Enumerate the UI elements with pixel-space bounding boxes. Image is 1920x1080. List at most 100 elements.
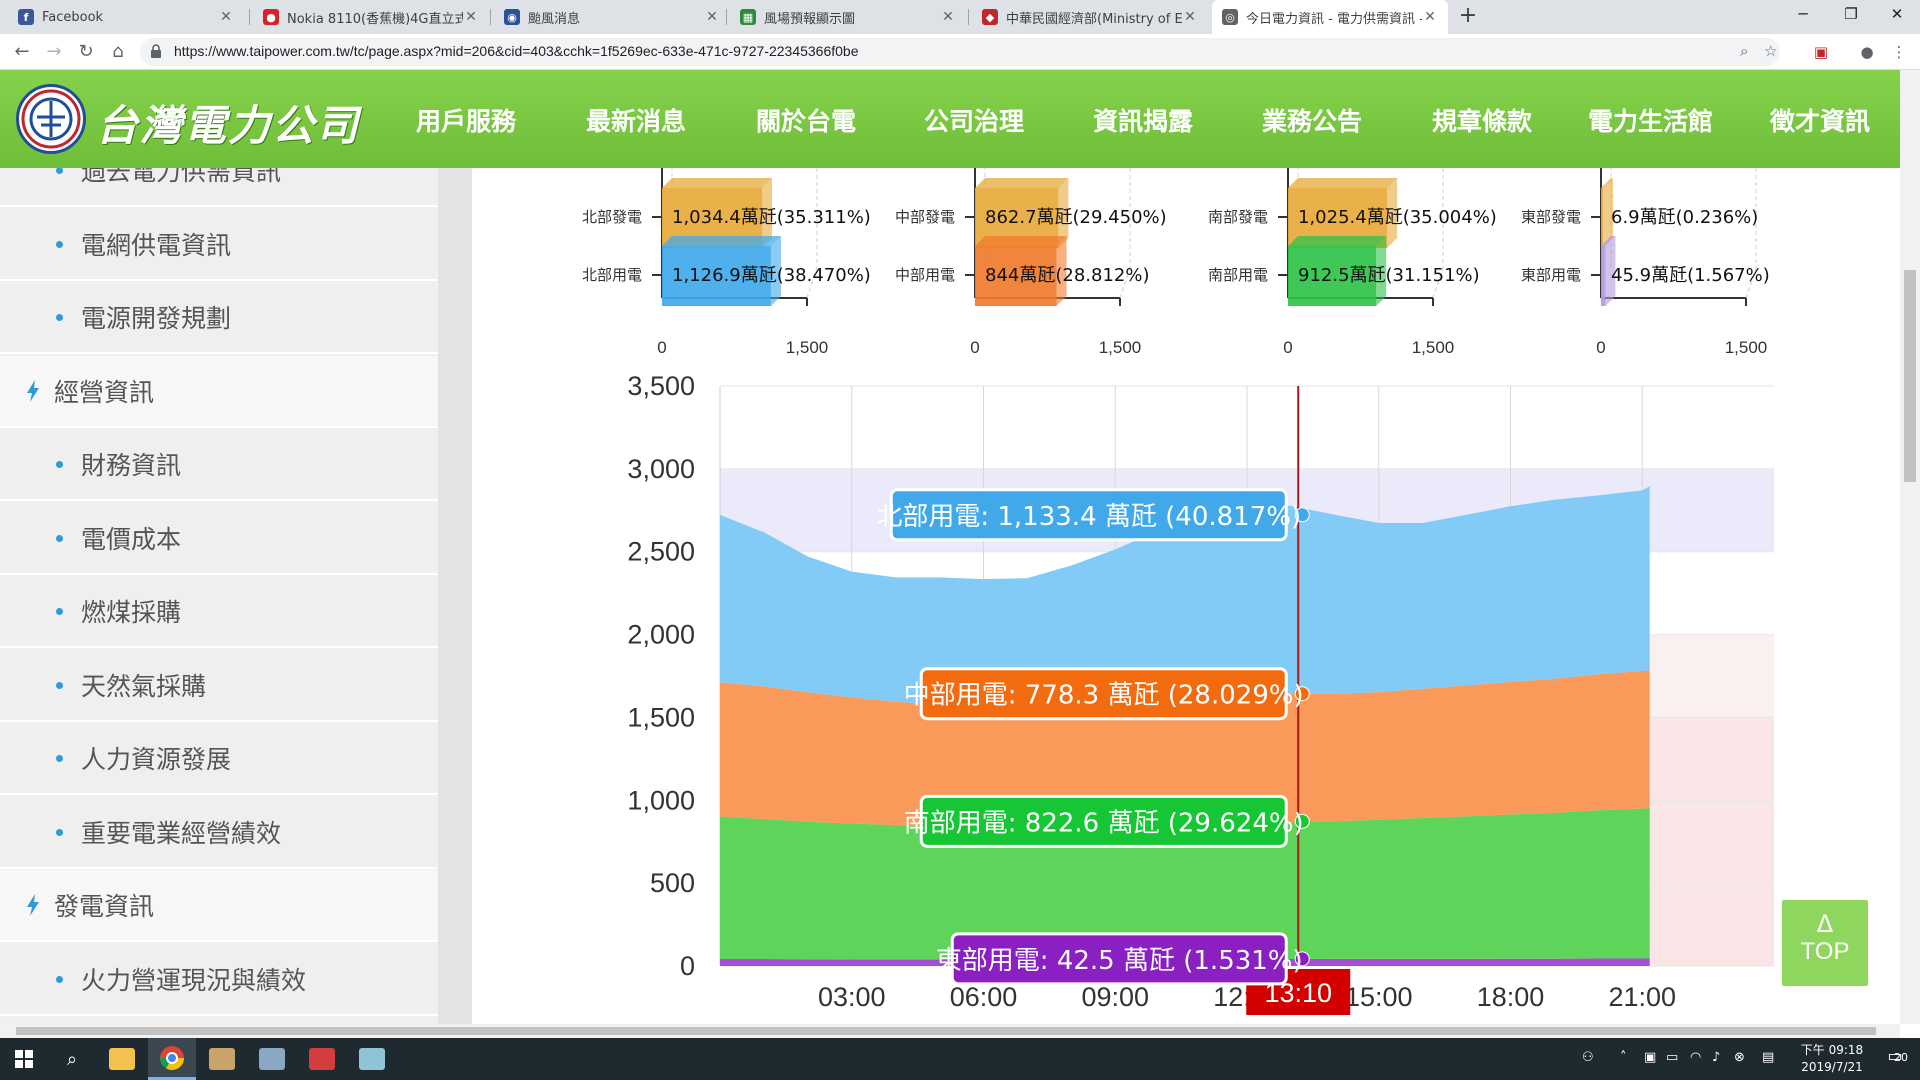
- nav-item-5[interactable]: 資訊揭露: [1093, 107, 1194, 136]
- new-tab-button[interactable]: +: [1458, 3, 1478, 28]
- close-tab-icon[interactable]: ✕: [1424, 9, 1436, 25]
- bar-top-face: [975, 236, 1067, 246]
- url-text[interactable]: https://www.taipower.com.tw/tc/page.aspx…: [174, 43, 859, 59]
- back-icon[interactable]: ←: [14, 41, 30, 62]
- sidebar-item[interactable]: 電源開發規劃: [0, 282, 438, 354]
- bar-side-face: [761, 178, 772, 248]
- people-icon[interactable]: ⚇: [1582, 1050, 1594, 1065]
- sidebar-item[interactable]: 天然氣採購: [0, 650, 438, 722]
- sidebar-rail: [438, 168, 472, 1024]
- clock-date: 2019/7/21: [1801, 1060, 1863, 1074]
- profile-avatar-icon[interactable]: ●: [1860, 43, 1874, 61]
- bar-side-face: [1605, 236, 1616, 306]
- battery-icon[interactable]: ▭: [1666, 1050, 1679, 1065]
- nav-item-3[interactable]: 關於台電: [756, 107, 857, 136]
- app-taskbar-button[interactable]: [198, 1038, 246, 1080]
- tab-3[interactable]: ◉ 颱風消息 ✕: [494, 0, 730, 34]
- search-taskbar-button[interactable]: ⌕: [48, 1038, 96, 1080]
- nav-item-9[interactable]: 徵才資訊: [1770, 107, 1871, 136]
- forward-icon[interactable]: →: [46, 41, 62, 62]
- sidebar-item[interactable]: 過去電力供需資訊: [0, 168, 438, 207]
- ime-icon[interactable]: ▤: [1762, 1050, 1775, 1065]
- tab-separator: [726, 9, 727, 25]
- address-bar[interactable]: https://www.taipower.com.tw/tc/page.aspx…: [140, 38, 1780, 66]
- sidebar-item-label: 財務資訊: [81, 451, 182, 480]
- nav-item-8[interactable]: 電力生活館: [1588, 107, 1714, 136]
- region-bar-panel-3: 南部發電 1,025.4萬瓩(35.004%) 南部用電 912.5萬瓩(31.151…: [1208, 168, 1497, 357]
- tab-4[interactable]: ▦ 風場預報顯示圖 ✕: [730, 0, 966, 34]
- site-header: 台灣電力公司 用戶服務 最新消息 關於台電 公司治理 資訊揭露 業務公告 規章條款 電力生活館…: [0, 70, 1920, 168]
- sidebar-item[interactable]: 電網供電資訊: [0, 209, 438, 281]
- tab-5[interactable]: ◆ 中華民國經濟部(Ministry of Eco ✕: [972, 0, 1208, 34]
- nav-item-7[interactable]: 規章條款: [1432, 107, 1533, 136]
- taipower-logo-icon[interactable]: [16, 84, 86, 154]
- sidebar-item[interactable]: 電價成本: [0, 503, 438, 575]
- back-to-top-button[interactable]: Δ TOP: [1782, 900, 1868, 986]
- tooltip-box: [919, 667, 1288, 721]
- nav-item-6[interactable]: 業務公告: [1262, 107, 1363, 136]
- maximize-icon[interactable]: ❐: [1844, 5, 1858, 23]
- horizontal-scroll-thumb[interactable]: [16, 1027, 1876, 1035]
- minimize-icon[interactable]: ─: [1798, 5, 1808, 23]
- tab-6[interactable]: ◎ 今日電力資訊 - 電力供需資訊 - 資 ✕: [1212, 0, 1448, 34]
- tooltip-box: [889, 488, 1288, 542]
- load-area-chart: 0 500 1,000 1,500 2,000 2,500 3,000 3,500 03:00 0…: [627, 371, 1774, 1015]
- tab-1[interactable]: f Facebook ✕: [8, 0, 244, 34]
- wifi-icon[interactable]: ◠: [1690, 1050, 1702, 1065]
- home-icon[interactable]: ⌂: [112, 41, 124, 62]
- vertical-scrollbar[interactable]: [1900, 70, 1920, 1024]
- horizontal-scrollbar[interactable]: [0, 1024, 1900, 1038]
- start-button[interactable]: [0, 1038, 48, 1080]
- reload-icon[interactable]: ↻: [78, 41, 94, 62]
- volume-icon[interactable]: ♪: [1712, 1050, 1721, 1065]
- bar-side-face: [770, 236, 781, 306]
- sidebar-item-label: 電源開發規劃: [81, 304, 232, 333]
- bar-value-label: 912.5萬瓩(31.151%): [1298, 265, 1480, 286]
- close-window-icon[interactable]: ✕: [1890, 5, 1904, 23]
- sidebar-item[interactable]: 火力營運現況與績效: [0, 944, 438, 1016]
- bar-value-label: 844萬瓩(28.812%): [985, 265, 1150, 286]
- tooltip-label: 東部用電: 42.5 萬瓩 (1.531%): [936, 946, 1303, 976]
- nav-item-4[interactable]: 公司治理: [924, 107, 1025, 136]
- vertical-scroll-thumb[interactable]: [1904, 270, 1916, 482]
- app-taskbar-button-2[interactable]: [248, 1038, 296, 1080]
- tab-2[interactable]: ● Nokia 8110(香蕉機)4G直立式手 ✕: [253, 0, 489, 34]
- sidebar-item[interactable]: 重要電業經營績效: [0, 797, 438, 869]
- logo-text[interactable]: 台灣電力公司: [96, 101, 361, 150]
- close-tab-icon[interactable]: ✕: [942, 9, 954, 25]
- taskbar-clock[interactable]: 下午 09:18 2019/7/21: [1786, 1042, 1878, 1076]
- app-taskbar-button-4[interactable]: [348, 1038, 396, 1080]
- bar-category-label: 中部用電: [895, 266, 955, 284]
- bullet-icon: [56, 240, 63, 248]
- close-tab-icon[interactable]: ✕: [220, 9, 232, 25]
- zoom-icon[interactable]: ⌕: [1740, 42, 1749, 60]
- menu-kebab-icon[interactable]: ⋮: [1891, 43, 1907, 61]
- sidebar-section[interactable]: 經營資訊: [0, 356, 438, 428]
- bar-top-face: [662, 236, 781, 246]
- tray-app-icon[interactable]: ▣: [1644, 1050, 1657, 1065]
- tray-chevron-icon[interactable]: ˄: [1620, 1050, 1627, 1065]
- close-tab-icon[interactable]: ✕: [706, 9, 718, 25]
- windows-logo-icon: [15, 1050, 33, 1068]
- extension-icon[interactable]: ▣: [1813, 43, 1829, 61]
- sidebar-section[interactable]: 發電資訊: [0, 870, 438, 942]
- chrome-taskbar-button[interactable]: [148, 1038, 196, 1080]
- y-tick-label: 0: [680, 951, 695, 981]
- sidebar-item[interactable]: 燃煤採購: [0, 576, 438, 648]
- sidebar-item[interactable]: 人力資源發展: [0, 723, 438, 795]
- app-taskbar-button-3[interactable]: [298, 1038, 346, 1080]
- nav-item-1[interactable]: 用戶服務: [416, 107, 517, 136]
- nav-item-2[interactable]: 最新消息: [586, 107, 687, 136]
- sidebar-item-label: 燃煤採購: [81, 598, 182, 627]
- tray-status-icon[interactable]: ⊗: [1734, 1050, 1745, 1065]
- sidebar-item[interactable]: 財務資訊: [0, 429, 438, 501]
- bar-category-label: 北部發電: [582, 208, 642, 226]
- bar-xtick-label: 1,500: [1725, 338, 1768, 357]
- tab-title: 風場預報顯示圖: [764, 11, 856, 27]
- close-tab-icon[interactable]: ✕: [465, 9, 477, 25]
- file-explorer-taskbar-button[interactable]: [98, 1038, 146, 1080]
- y-tick-label: 2,500: [627, 537, 695, 567]
- bookmark-star-icon[interactable]: ☆: [1764, 42, 1778, 60]
- close-tab-icon[interactable]: ✕: [1184, 9, 1196, 25]
- action-center-button[interactable]: ▭ 20: [1880, 1046, 1910, 1072]
